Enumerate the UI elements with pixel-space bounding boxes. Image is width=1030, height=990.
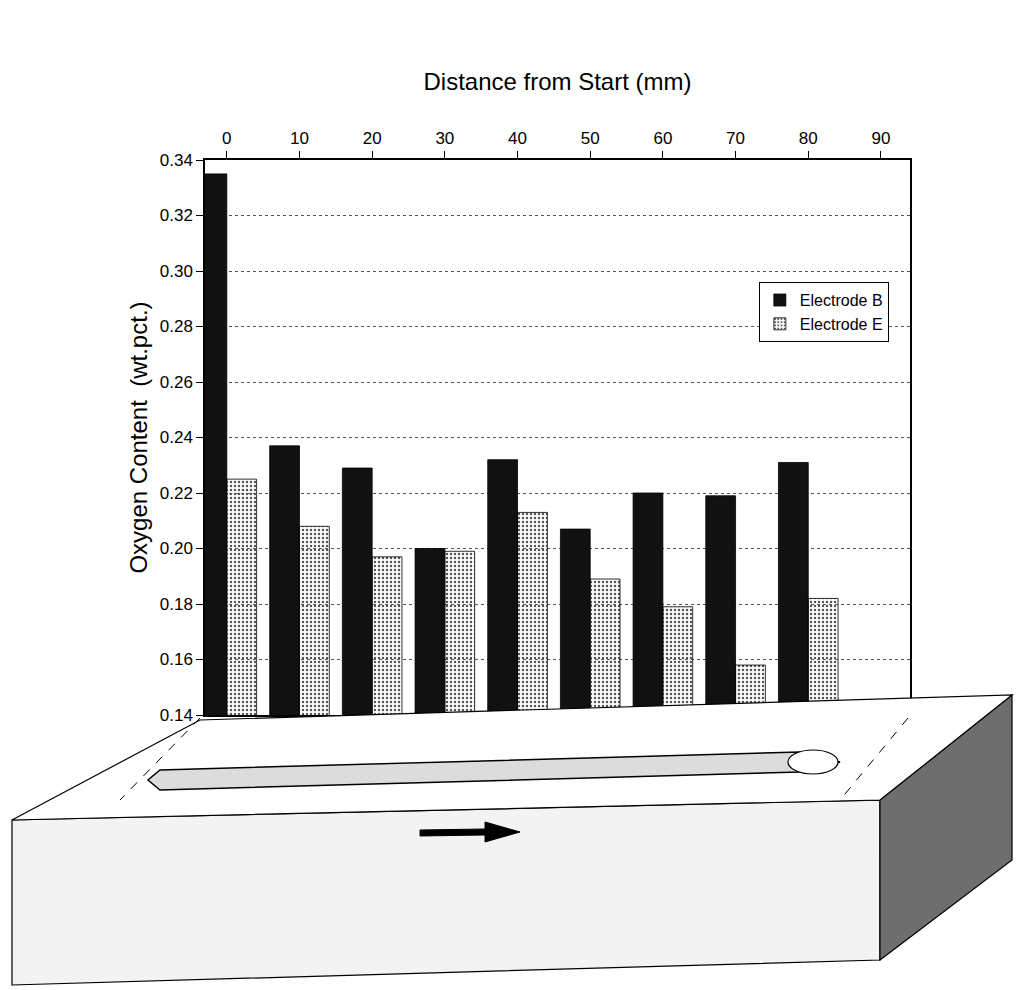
svg-text:70: 70 (726, 129, 745, 148)
svg-text:Electrode E: Electrode E (800, 316, 883, 333)
svg-text:0.18: 0.18 (160, 595, 193, 614)
svg-text:0.34: 0.34 (160, 151, 193, 170)
svg-text:60: 60 (653, 129, 672, 148)
svg-text:0.32: 0.32 (160, 206, 193, 225)
svg-text:80: 80 (799, 129, 818, 148)
svg-text:10: 10 (290, 129, 309, 148)
svg-text:0: 0 (222, 129, 231, 148)
svg-text:90: 90 (871, 129, 890, 148)
svg-text:0.24: 0.24 (160, 428, 193, 447)
svg-text:0.30: 0.30 (160, 262, 193, 281)
svg-text:30: 30 (435, 129, 454, 148)
svg-text:Oxygen Content (wt.pct.): Oxygen Content (wt.pct.) (125, 301, 152, 573)
svg-text:50: 50 (581, 129, 600, 148)
svg-text:0.22: 0.22 (160, 484, 193, 503)
svg-text:0.20: 0.20 (160, 539, 193, 558)
svg-text:0.14: 0.14 (160, 706, 193, 725)
svg-text:20: 20 (363, 129, 382, 148)
svg-text:Distance from Start (mm): Distance from Start (mm) (423, 68, 691, 95)
svg-text:0.16: 0.16 (160, 650, 193, 669)
svg-text:0.28: 0.28 (160, 317, 193, 336)
svg-text:Electrode B: Electrode B (800, 292, 883, 309)
svg-text:40: 40 (508, 129, 527, 148)
svg-text:0.26: 0.26 (160, 373, 193, 392)
